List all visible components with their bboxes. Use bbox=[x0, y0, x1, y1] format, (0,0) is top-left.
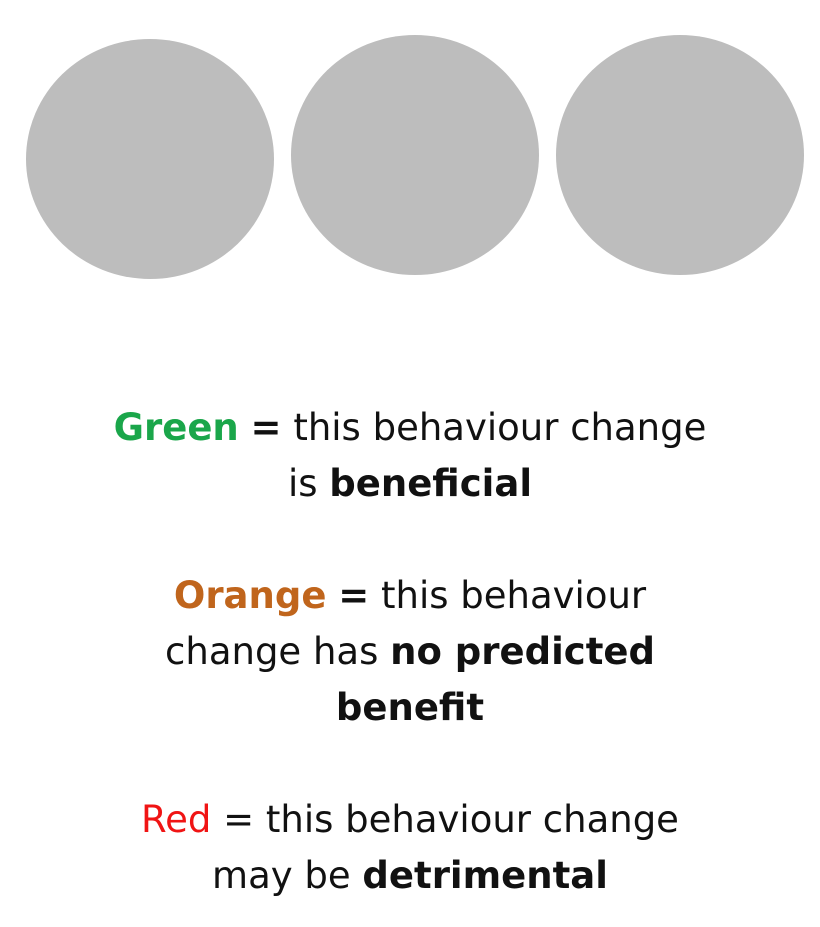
red-text-1: this behaviour change bbox=[265, 798, 679, 841]
red-equals: = bbox=[223, 798, 255, 841]
red-bold: detrimental bbox=[362, 854, 608, 897]
grey-circle-3 bbox=[556, 35, 804, 275]
green-text-1: this behaviour change bbox=[293, 406, 707, 449]
green-label: Green bbox=[113, 406, 239, 449]
orange-equals: = bbox=[338, 574, 370, 617]
orange-label: Orange bbox=[173, 574, 327, 617]
green-bold: beneficial bbox=[329, 462, 533, 505]
orange-bold-1: no predicted bbox=[390, 630, 655, 673]
orange-bold-2: benefit bbox=[335, 686, 485, 729]
legend-green: Green = this behaviour change is benefic… bbox=[60, 400, 760, 512]
red-label: Red bbox=[141, 798, 212, 841]
orange-text-2: change has bbox=[165, 630, 379, 673]
green-equals: = bbox=[250, 406, 282, 449]
legend-orange: Orange = this behaviour change has no pr… bbox=[60, 568, 760, 736]
orange-text-1: this behaviour bbox=[381, 574, 647, 617]
red-text-2: may be bbox=[212, 854, 351, 897]
grey-circle-2 bbox=[291, 35, 539, 275]
grey-circle-1 bbox=[26, 39, 274, 279]
legend-red: Red = this behaviour change may be detri… bbox=[60, 792, 760, 904]
green-text-2: is bbox=[287, 462, 318, 505]
